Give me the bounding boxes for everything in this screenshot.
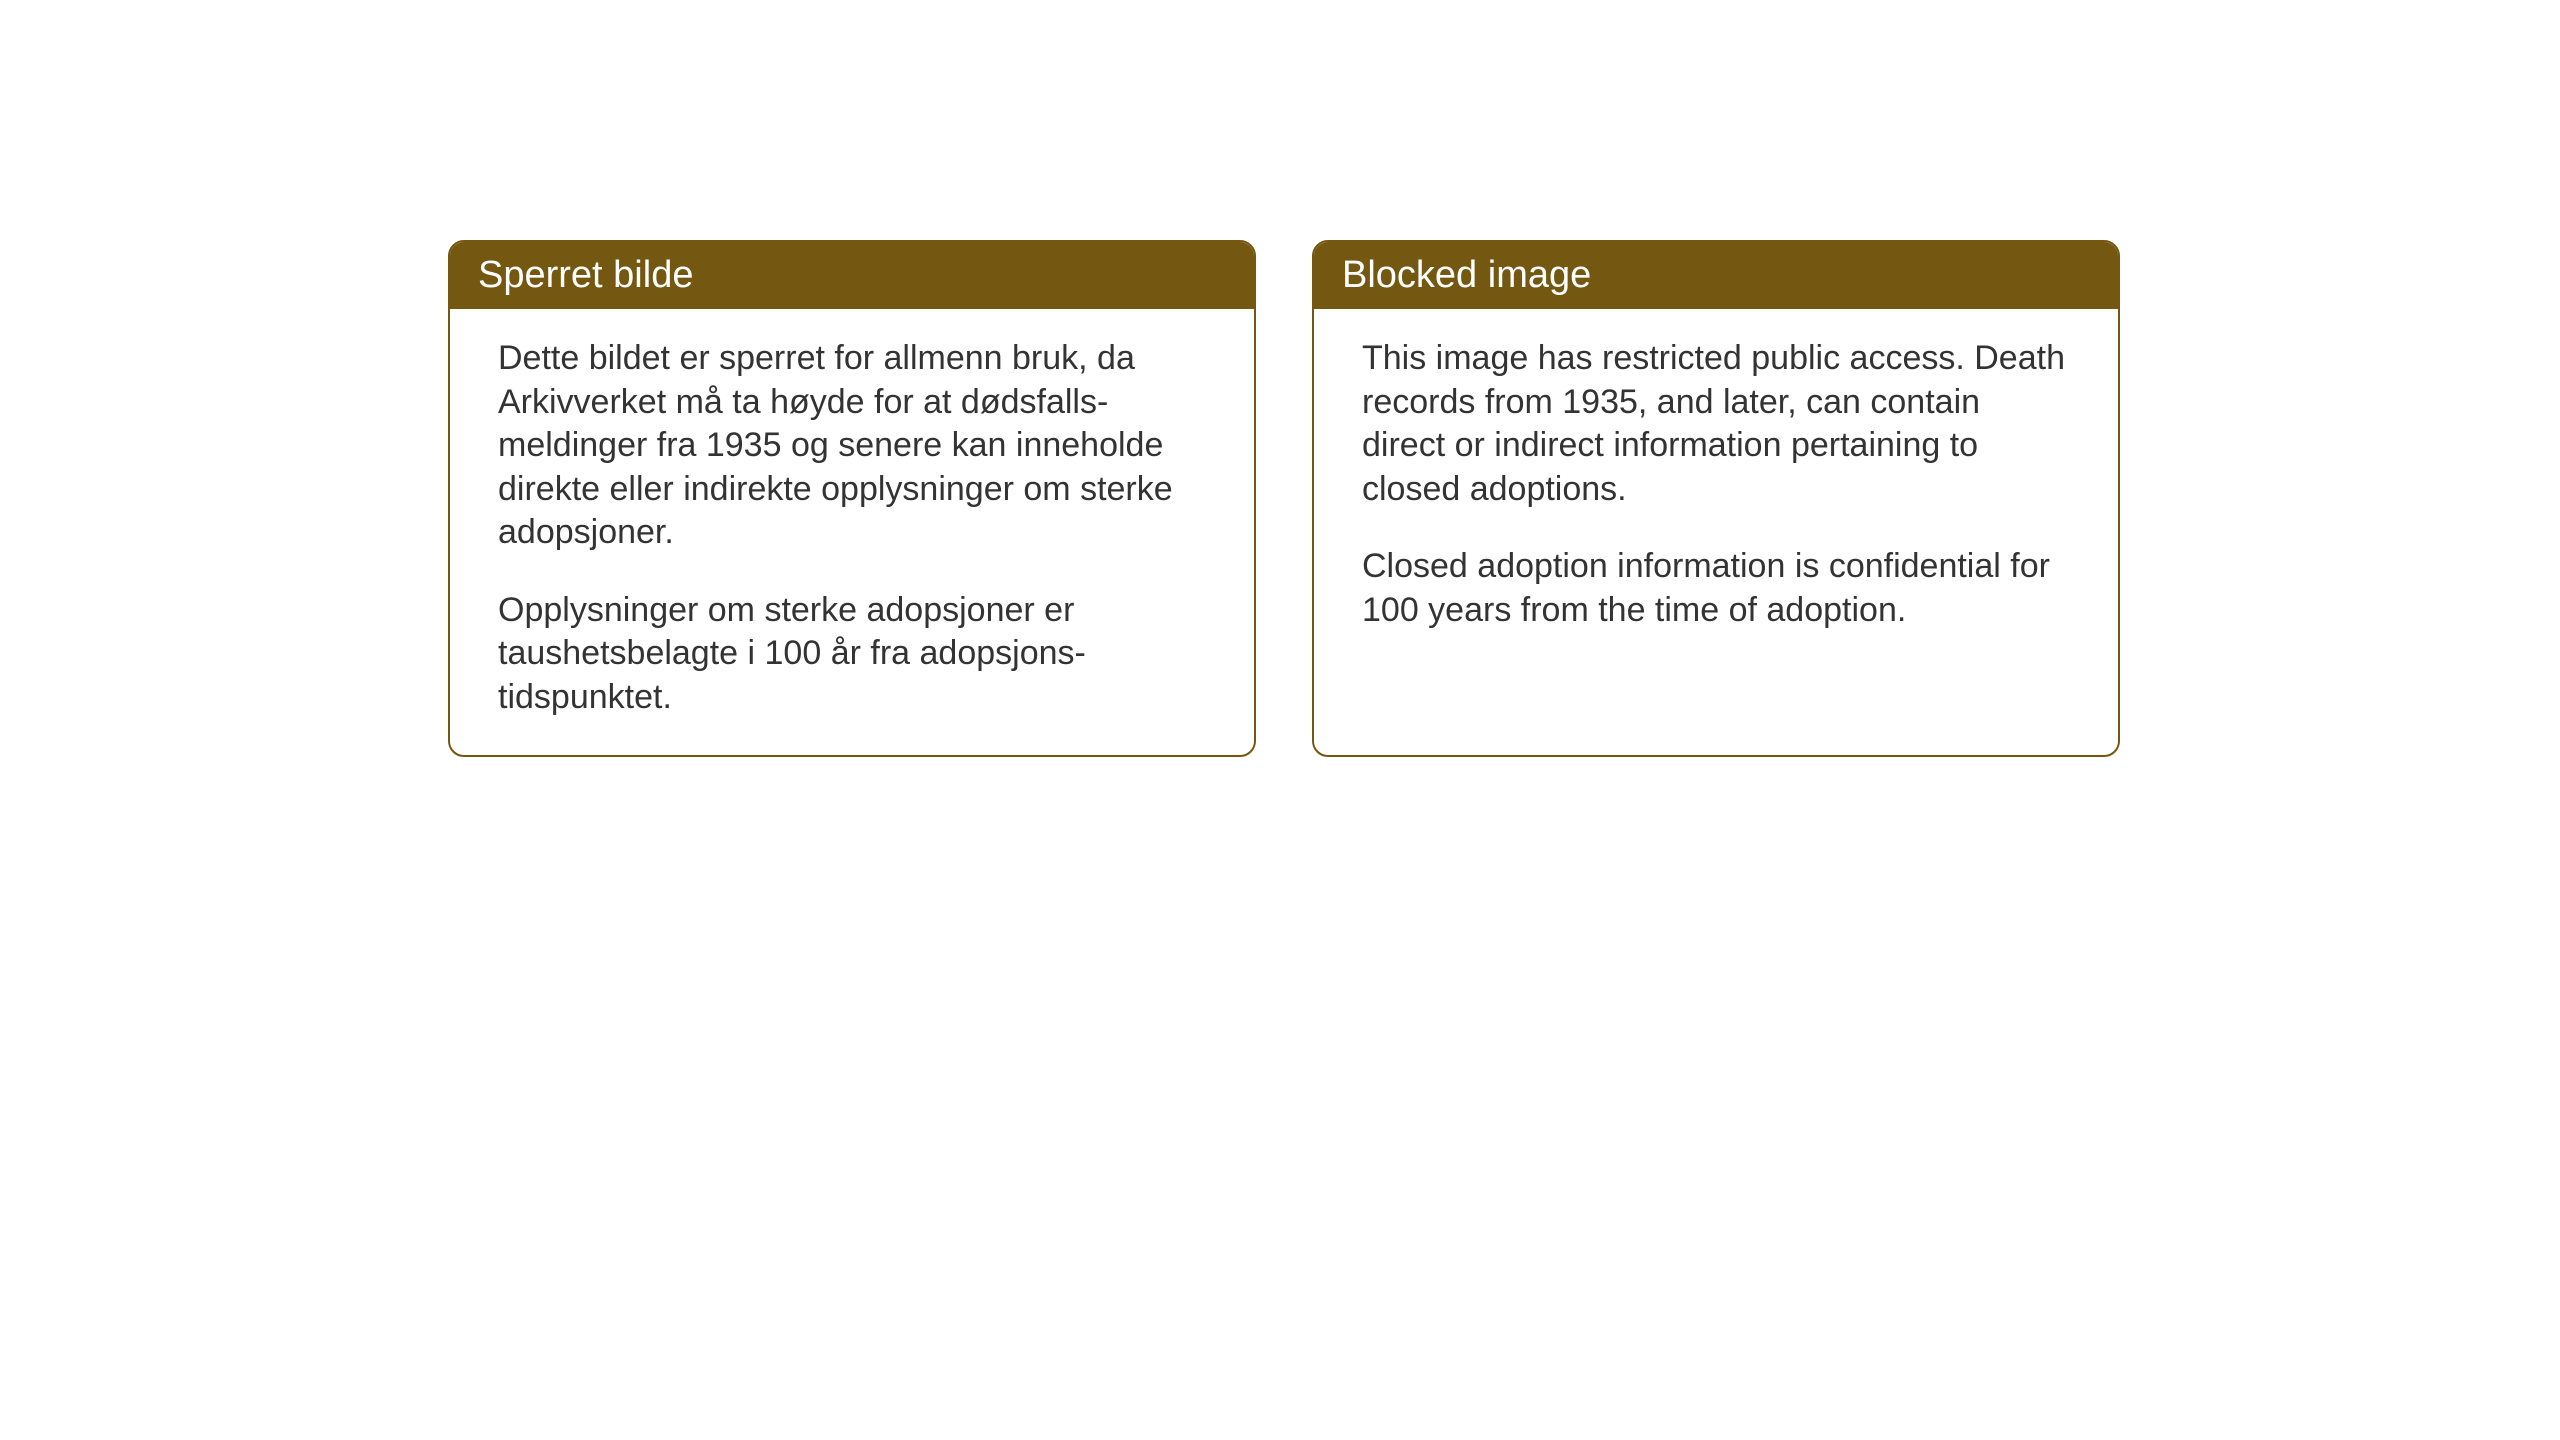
notice-card-english: Blocked image This image has restricted … — [1312, 240, 2120, 757]
card-body-norwegian: Dette bildet er sperret for allmenn bruk… — [450, 309, 1254, 755]
notice-cards-container: Sperret bilde Dette bildet er sperret fo… — [448, 240, 2120, 757]
card-header-english: Blocked image — [1314, 242, 2118, 309]
notice-card-norwegian: Sperret bilde Dette bildet er sperret fo… — [448, 240, 1256, 757]
notice-paragraph-1-norwegian: Dette bildet er sperret for allmenn bruk… — [498, 337, 1206, 555]
card-title-norwegian: Sperret bilde — [478, 254, 693, 296]
notice-paragraph-1-english: This image has restricted public access.… — [1362, 337, 2070, 511]
notice-paragraph-2-english: Closed adoption information is confident… — [1362, 545, 2070, 632]
card-title-english: Blocked image — [1342, 254, 1591, 296]
card-header-norwegian: Sperret bilde — [450, 242, 1254, 309]
notice-paragraph-2-norwegian: Opplysninger om sterke adopsjoner er tau… — [498, 589, 1206, 720]
card-body-english: This image has restricted public access.… — [1314, 309, 2118, 668]
